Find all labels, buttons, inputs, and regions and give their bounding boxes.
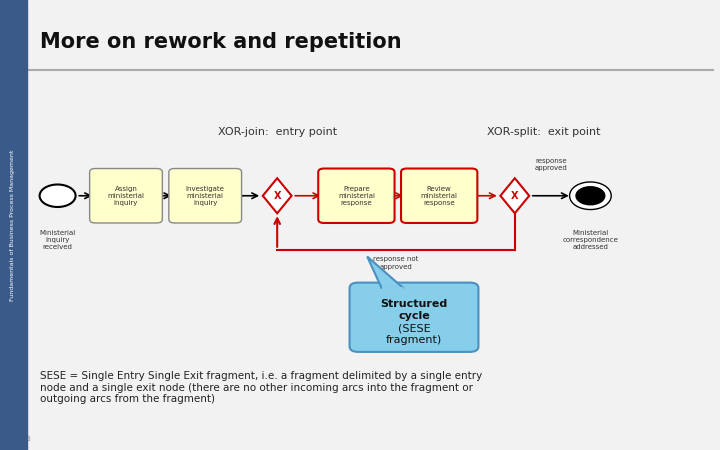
Text: Ministerial
inquiry
received: Ministerial inquiry received bbox=[40, 230, 76, 249]
FancyBboxPatch shape bbox=[349, 283, 478, 352]
Circle shape bbox=[576, 187, 605, 205]
Polygon shape bbox=[382, 287, 403, 291]
FancyBboxPatch shape bbox=[318, 169, 395, 223]
FancyBboxPatch shape bbox=[89, 169, 162, 223]
Text: Structured
cycle: Structured cycle bbox=[380, 299, 448, 321]
Circle shape bbox=[572, 184, 609, 207]
Bar bbox=[0, 0, 27, 450]
Text: 36 / 58: 36 / 58 bbox=[6, 436, 30, 442]
Text: XOR-split:  exit point: XOR-split: exit point bbox=[487, 127, 600, 137]
Text: More on rework and repetition: More on rework and repetition bbox=[40, 32, 401, 51]
Polygon shape bbox=[500, 178, 529, 213]
Text: Investigate
ministerial
inquiry: Investigate ministerial inquiry bbox=[186, 186, 225, 206]
Text: X: X bbox=[511, 191, 518, 201]
Text: Prepare
ministerial
response: Prepare ministerial response bbox=[338, 186, 375, 206]
Text: Review
ministerial
response: Review ministerial response bbox=[420, 186, 458, 206]
FancyBboxPatch shape bbox=[168, 169, 241, 223]
Text: SESE = Single Entry Single Exit fragment, i.e. a fragment delimited by a single : SESE = Single Entry Single Exit fragment… bbox=[40, 371, 482, 405]
Circle shape bbox=[572, 184, 609, 207]
Text: (SESE
fragment): (SESE fragment) bbox=[386, 324, 442, 345]
Text: Ministerial
correspondence
addressed: Ministerial correspondence addressed bbox=[562, 230, 618, 249]
Text: response
approved: response approved bbox=[535, 158, 567, 171]
Text: X: X bbox=[274, 191, 281, 201]
FancyBboxPatch shape bbox=[401, 169, 477, 223]
Polygon shape bbox=[367, 256, 403, 288]
Text: Fundamentals of Business Process Management: Fundamentals of Business Process Managem… bbox=[11, 149, 15, 301]
Text: XOR-join:  entry point: XOR-join: entry point bbox=[217, 127, 337, 137]
Text: Assign
ministerial
inquiry: Assign ministerial inquiry bbox=[107, 186, 145, 206]
Polygon shape bbox=[263, 178, 292, 213]
Circle shape bbox=[40, 184, 76, 207]
Text: response not
approved: response not approved bbox=[373, 256, 419, 270]
